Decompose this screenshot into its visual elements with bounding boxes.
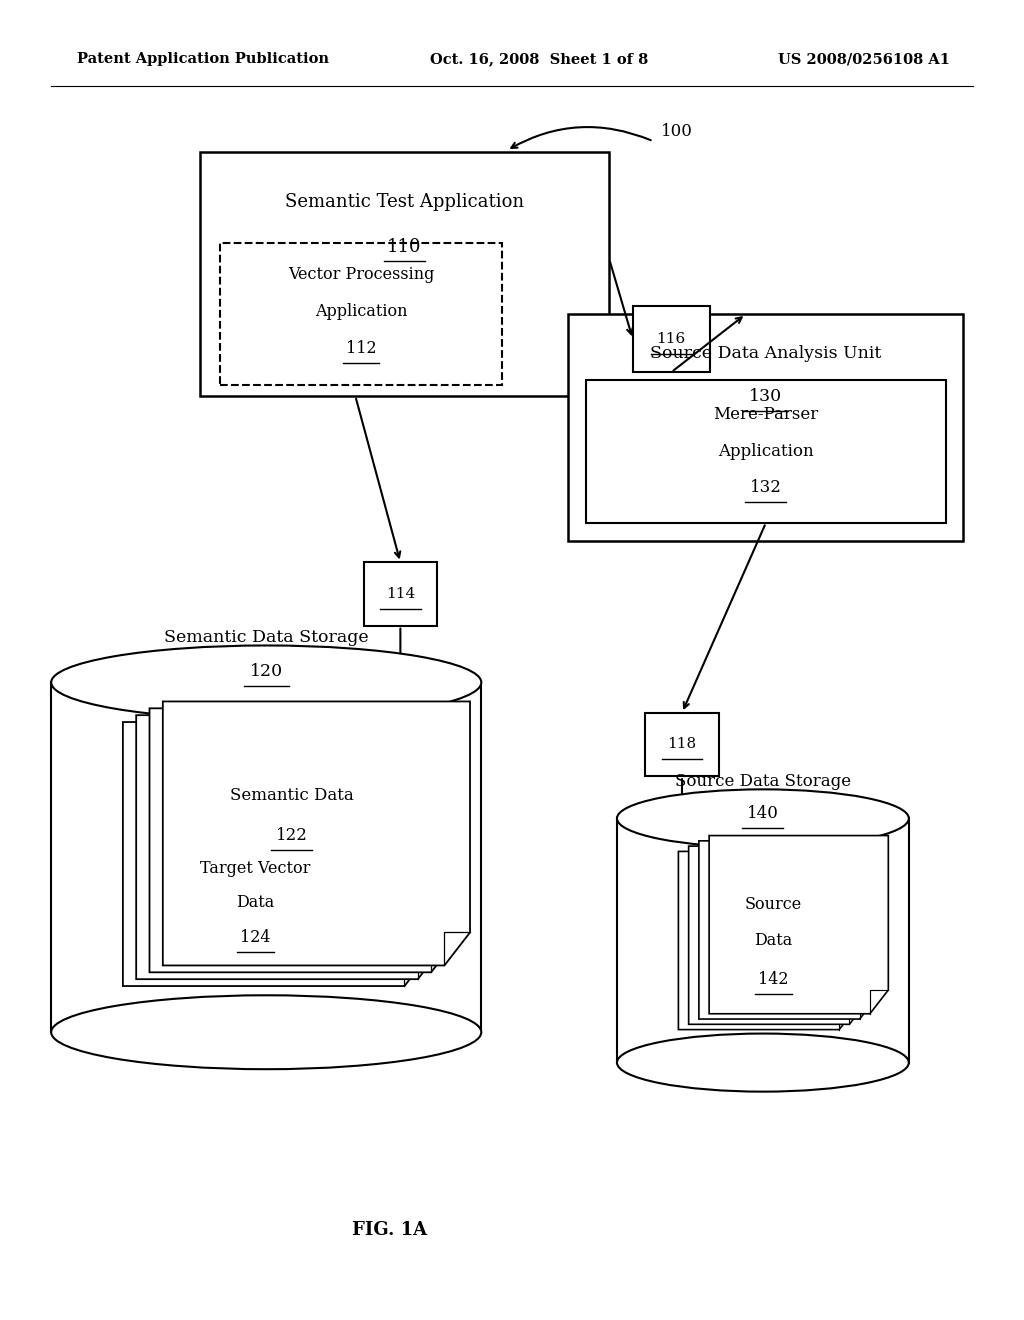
FancyBboxPatch shape <box>364 562 437 626</box>
Text: Target Vector: Target Vector <box>201 861 310 876</box>
FancyBboxPatch shape <box>135 837 376 979</box>
Text: Source Data Storage: Source Data Storage <box>675 774 851 789</box>
Text: FIG. 1A: FIG. 1A <box>351 1221 427 1239</box>
Text: 118: 118 <box>668 738 696 751</box>
FancyBboxPatch shape <box>586 380 946 523</box>
Text: 116: 116 <box>656 333 686 346</box>
Text: 130: 130 <box>749 388 782 404</box>
Polygon shape <box>698 841 878 1019</box>
Text: US 2008/0256108 A1: US 2008/0256108 A1 <box>778 53 950 66</box>
Polygon shape <box>163 701 470 965</box>
Text: Patent Application Publication: Patent Application Publication <box>77 53 329 66</box>
Ellipse shape <box>616 1034 909 1092</box>
Text: Data: Data <box>237 895 274 911</box>
Text: 112: 112 <box>346 341 376 356</box>
FancyBboxPatch shape <box>568 314 963 541</box>
Text: Data: Data <box>754 932 793 949</box>
Text: Semantic Data Storage: Semantic Data Storage <box>164 630 369 645</box>
FancyBboxPatch shape <box>220 243 502 385</box>
Text: Semantic Test Application: Semantic Test Application <box>285 193 524 211</box>
Text: 142: 142 <box>758 972 788 989</box>
Polygon shape <box>150 709 457 973</box>
Text: 132: 132 <box>750 479 782 495</box>
Text: 122: 122 <box>275 828 308 843</box>
Text: 140: 140 <box>746 805 779 821</box>
FancyBboxPatch shape <box>200 152 609 396</box>
Text: Source Data Analysis Unit: Source Data Analysis Unit <box>650 346 881 362</box>
Text: 114: 114 <box>386 587 415 601</box>
Polygon shape <box>688 846 867 1024</box>
Text: Oct. 16, 2008  Sheet 1 of 8: Oct. 16, 2008 Sheet 1 of 8 <box>430 53 648 66</box>
Text: Application: Application <box>718 444 814 459</box>
Text: 124: 124 <box>241 929 270 945</box>
Polygon shape <box>678 851 857 1030</box>
FancyBboxPatch shape <box>645 713 719 776</box>
Ellipse shape <box>51 645 481 719</box>
Polygon shape <box>123 722 430 986</box>
Text: Source: Source <box>744 896 802 913</box>
Ellipse shape <box>51 995 481 1069</box>
Polygon shape <box>709 836 888 1014</box>
Bar <box>616 818 909 1063</box>
Text: 110: 110 <box>387 238 422 256</box>
Text: Vector Processing: Vector Processing <box>288 267 434 282</box>
Text: 100: 100 <box>660 124 692 140</box>
Text: Application: Application <box>314 304 408 319</box>
Ellipse shape <box>616 789 909 847</box>
Text: 120: 120 <box>250 664 283 680</box>
Polygon shape <box>136 715 443 979</box>
FancyBboxPatch shape <box>633 306 710 372</box>
Text: Semantic Data: Semantic Data <box>230 788 353 804</box>
Bar <box>51 682 481 1032</box>
Text: Mere-Parser: Mere-Parser <box>714 407 818 422</box>
